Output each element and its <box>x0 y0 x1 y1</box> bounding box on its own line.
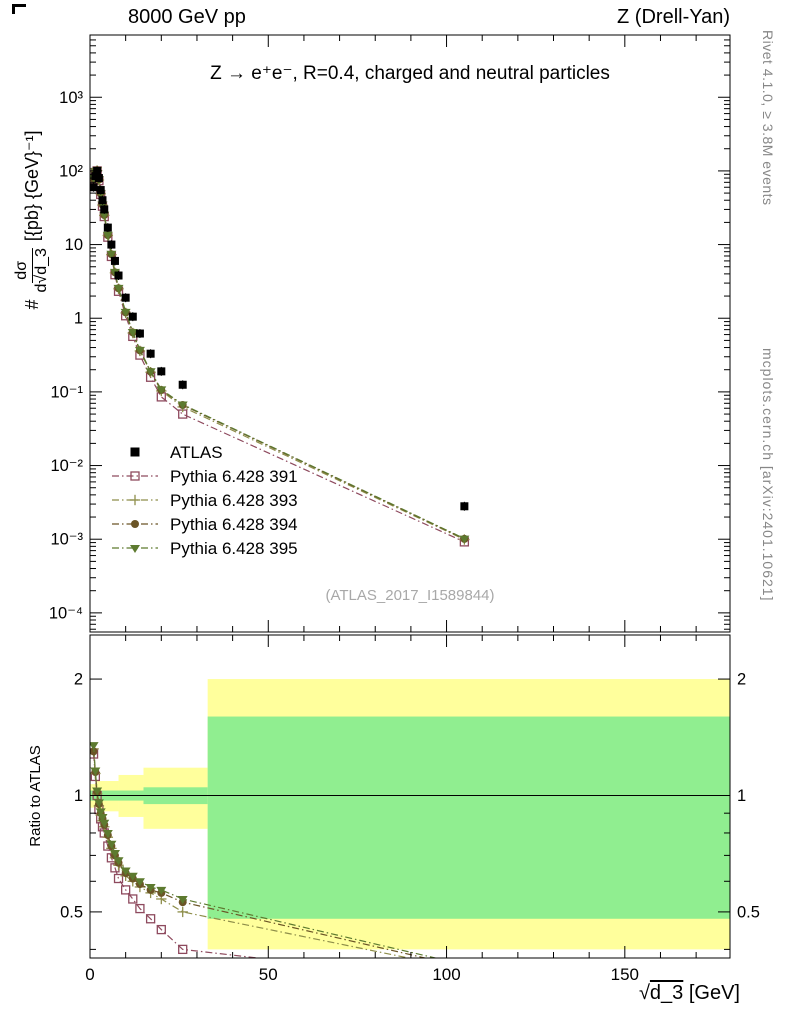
svg-text:Pythia 6.428 395: Pythia 6.428 395 <box>170 539 298 558</box>
svg-text:150: 150 <box>611 965 639 984</box>
svg-text:1: 1 <box>737 787 746 805</box>
svg-text:10⁻³: 10⁻³ <box>50 531 83 549</box>
svg-text:Pythia 6.428 393: Pythia 6.428 393 <box>170 491 298 510</box>
y-axis-numerator: dσ <box>13 257 33 283</box>
svg-text:0: 0 <box>85 965 94 984</box>
x-axis-label: √d_3 [GeV] <box>90 982 740 1005</box>
y-axis-units: [{pb} {GeV}⁻¹] <box>21 130 42 242</box>
plot-title: Z → e⁺e⁻, R=0.4, charged and neutral par… <box>210 63 610 84</box>
svg-text:0.5: 0.5 <box>60 903 83 921</box>
svg-text:ATLAS: ATLAS <box>170 443 223 462</box>
x-axis-arg: d_3 <box>649 982 684 1004</box>
mcplots-citation-note: mcplots.cern.ch [arXiv:2401.10621] <box>760 348 776 602</box>
ratio-axis-label: Ratio to ATLAS <box>27 745 44 847</box>
x-axis-sqrt: √ <box>638 982 650 1004</box>
y-axis-denominator: d√d_3 <box>33 248 51 292</box>
corner-artifact <box>12 4 26 14</box>
svg-text:Pythia 6.428 391: Pythia 6.428 391 <box>170 467 298 486</box>
beam-energy-label: 8000 GeV pp <box>128 6 246 28</box>
svg-text:100: 100 <box>432 965 460 984</box>
svg-text:50: 50 <box>259 965 278 984</box>
y-axis-den-prefix: d√ <box>32 274 50 293</box>
svg-text:10⁻⁴: 10⁻⁴ <box>49 604 83 622</box>
svg-text:2: 2 <box>74 671 83 689</box>
y-axis-prefix: # <box>21 299 42 310</box>
svg-text:10⁻²: 10⁻² <box>50 457 83 475</box>
svg-text:10⁻¹: 10⁻¹ <box>50 383 83 401</box>
y-axis-den-arg: d_3 <box>32 248 50 275</box>
svg-text:0.5: 0.5 <box>737 903 760 921</box>
svg-text:10³: 10³ <box>59 89 83 107</box>
x-axis-units: [GeV] <box>683 982 740 1004</box>
analysis-watermark: (ATLAS_2017_I1589844) <box>325 587 495 604</box>
y-axis-label: # dσ d√d_3 [{pb} {GeV}⁻¹] <box>12 100 52 340</box>
svg-text:2: 2 <box>737 671 746 689</box>
process-label: Z (Drell-Yan) <box>617 6 730 28</box>
y-axis-fraction: dσ d√d_3 <box>13 248 51 292</box>
svg-text:10: 10 <box>65 236 83 254</box>
svg-text:1: 1 <box>74 787 83 805</box>
svg-text:10²: 10² <box>59 162 83 180</box>
svg-text:1: 1 <box>74 310 83 328</box>
rivet-version-note: Rivet 4.1.0, ≥ 3.8M events <box>760 30 776 206</box>
svg-text:Pythia 6.428 394: Pythia 6.428 394 <box>170 515 298 534</box>
